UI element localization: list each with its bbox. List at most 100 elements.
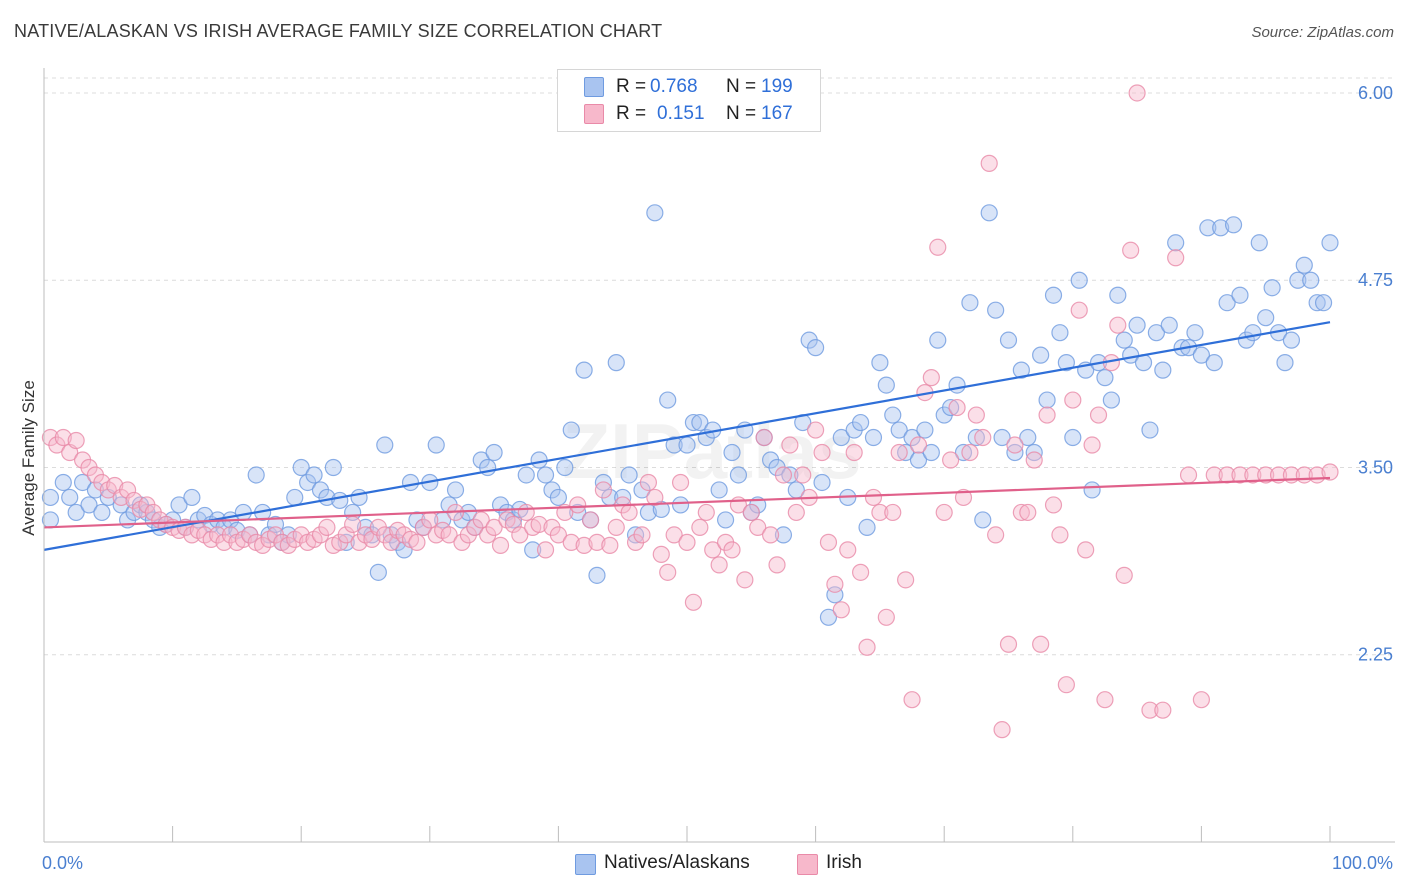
data-point (781, 436, 799, 454)
data-point (716, 511, 735, 529)
data-point (427, 436, 445, 454)
data-point (1192, 346, 1211, 364)
data-point (575, 361, 593, 379)
data-point (665, 436, 683, 454)
series-natives-alaskans (41, 204, 1339, 626)
data-point (183, 488, 201, 507)
data-point (659, 391, 677, 409)
data-point (305, 466, 323, 484)
data-point (684, 593, 703, 611)
legend-n-value: 167 (761, 103, 793, 124)
data-point (884, 406, 902, 424)
data-point (697, 503, 715, 522)
data-point (1122, 241, 1140, 259)
data-point (704, 541, 722, 559)
data-point (723, 443, 741, 462)
data-point (871, 354, 889, 372)
data-point (530, 515, 548, 534)
data-point (1141, 701, 1159, 719)
data-point (485, 443, 503, 462)
data-point (594, 481, 613, 499)
data-point (1019, 428, 1037, 447)
data-point (1321, 234, 1339, 252)
data-point (1160, 316, 1178, 334)
data-point (440, 526, 458, 544)
data-point (1044, 496, 1063, 514)
data-point (922, 369, 940, 387)
data-point (536, 541, 555, 559)
data-point (987, 526, 1005, 544)
data-point (877, 376, 895, 394)
data-point (67, 503, 85, 522)
data-point (401, 473, 420, 492)
data-point (1057, 354, 1075, 372)
axes (43, 68, 1395, 843)
data-point (877, 608, 895, 626)
data-point (196, 506, 214, 525)
data-point (421, 511, 439, 529)
data-point (1224, 216, 1243, 234)
data-point (1154, 701, 1172, 719)
data-point (260, 526, 278, 544)
data-point (472, 511, 490, 529)
data-point (524, 541, 542, 559)
data-point (710, 481, 728, 499)
y-tick-label: 4.75 (1358, 270, 1393, 290)
data-point (607, 518, 625, 537)
data-point (890, 421, 908, 439)
data-point (54, 428, 72, 447)
data-point (491, 536, 510, 554)
data-point (967, 406, 985, 424)
data-point (1289, 271, 1307, 289)
data-point (41, 511, 60, 529)
data-point (279, 536, 297, 554)
data-point (987, 301, 1005, 319)
data-point (980, 154, 998, 172)
x-tick-label: 0.0% (42, 853, 83, 873)
data-point (607, 354, 625, 372)
data-point (678, 533, 696, 551)
data-point (787, 503, 805, 522)
y-tick-labels: 2.25 3.50 4.75 6.00 (1358, 83, 1393, 665)
data-point (549, 488, 568, 507)
data-point (691, 413, 709, 432)
data-point (350, 488, 368, 507)
data-point (485, 518, 503, 537)
data-point (1057, 676, 1075, 694)
data-point (1186, 324, 1204, 342)
data-point (1077, 541, 1095, 559)
data-point (922, 443, 940, 462)
data-point (729, 466, 748, 484)
data-point (549, 526, 568, 544)
data-point (1070, 271, 1088, 289)
data-point (530, 451, 548, 469)
data-point (993, 428, 1011, 447)
data-point (446, 481, 465, 499)
data-point (1038, 406, 1056, 424)
legend-n-label: N = (726, 76, 757, 97)
data-point (118, 481, 137, 499)
y-tick-label: 2.25 (1358, 645, 1393, 665)
data-point (1115, 331, 1133, 349)
y-axis-label: Average Family Size (19, 380, 38, 536)
trend-lines (43, 321, 1331, 551)
trend-line (43, 476, 1331, 529)
data-point (832, 428, 850, 447)
data-point (504, 511, 522, 529)
data-point (684, 413, 703, 432)
data-point (511, 526, 529, 544)
data-point (909, 451, 928, 469)
data-point (1083, 481, 1101, 499)
data-point (1282, 331, 1301, 349)
trend-line (43, 321, 1331, 551)
data-point (678, 436, 696, 454)
data-point (948, 376, 966, 394)
data-point (755, 428, 773, 447)
data-point (858, 518, 876, 537)
data-point (1051, 324, 1069, 342)
data-point (897, 571, 915, 589)
data-point (691, 518, 709, 537)
data-point (1128, 316, 1146, 334)
data-point (929, 331, 947, 349)
